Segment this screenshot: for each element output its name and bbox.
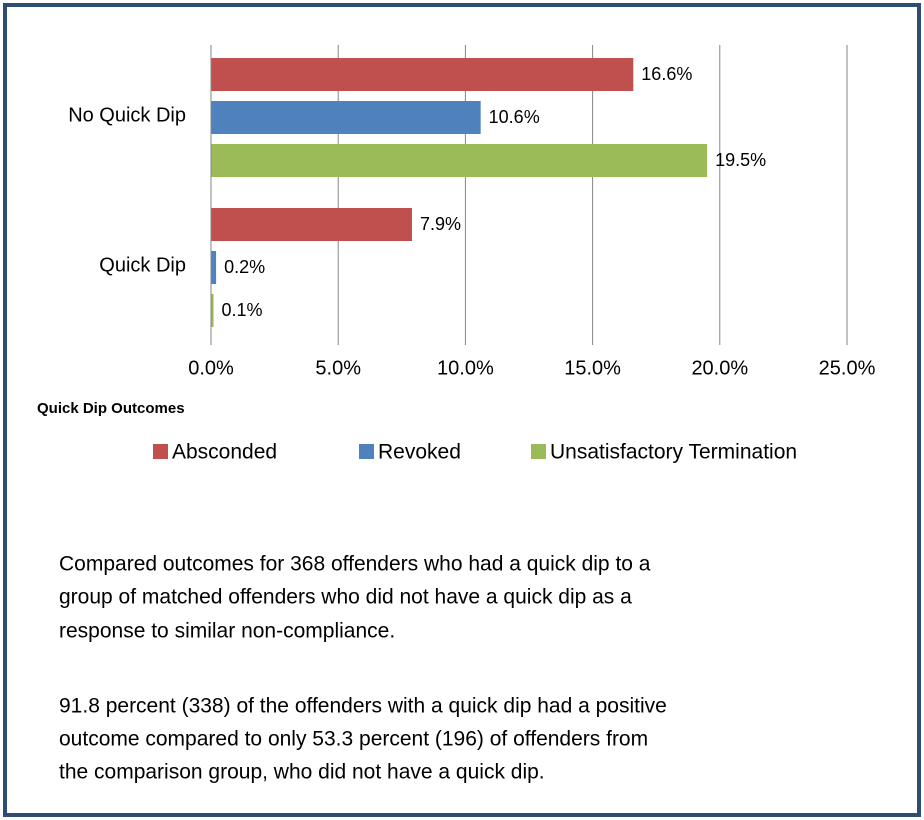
legend-swatch bbox=[359, 444, 374, 459]
legend-swatch bbox=[153, 444, 168, 459]
data-label: 0.2% bbox=[224, 257, 265, 277]
category-label: Quick Dip bbox=[99, 254, 186, 276]
legend-label: Revoked bbox=[378, 441, 461, 464]
x-tick-label: 10.0% bbox=[437, 357, 494, 379]
paragraph-line: 91.8 percent (338) of the offenders with… bbox=[59, 695, 667, 718]
data-label: 19.5% bbox=[715, 150, 766, 170]
data-label: 7.9% bbox=[420, 214, 461, 234]
x-tick-label: 0.0% bbox=[188, 357, 234, 379]
x-tick-label: 5.0% bbox=[315, 357, 361, 379]
paragraph-line: group of matched offenders who did not h… bbox=[59, 586, 632, 609]
legend-swatch bbox=[531, 444, 546, 459]
paragraph-line: response to similar non-compliance. bbox=[59, 620, 395, 643]
x-tick-label: 15.0% bbox=[564, 357, 621, 379]
bar bbox=[211, 144, 708, 177]
legend-label: Absconded bbox=[172, 441, 277, 464]
frame bbox=[3, 3, 921, 817]
paragraph-line: Compared outcomes for 368 offenders who … bbox=[59, 553, 651, 576]
paragraph-line: the comparison group, who did not have a… bbox=[59, 761, 545, 784]
x-tick-label: 25.0% bbox=[819, 357, 876, 379]
data-label: 0.1% bbox=[222, 300, 263, 320]
x-tick-label: 20.0% bbox=[691, 357, 748, 379]
bar bbox=[211, 58, 634, 91]
bar bbox=[211, 208, 412, 241]
legend-title: Quick Dip Outcomes bbox=[37, 400, 185, 417]
data-label: 10.6% bbox=[489, 107, 540, 127]
bar bbox=[211, 294, 214, 327]
bar bbox=[211, 101, 481, 134]
data-label: 16.6% bbox=[641, 64, 692, 84]
paragraph-line: outcome compared to only 53.3 percent (1… bbox=[59, 728, 648, 751]
bar bbox=[211, 251, 217, 284]
legend-label: Unsatisfactory Termination bbox=[550, 441, 797, 464]
category-label: No Quick Dip bbox=[68, 104, 186, 126]
